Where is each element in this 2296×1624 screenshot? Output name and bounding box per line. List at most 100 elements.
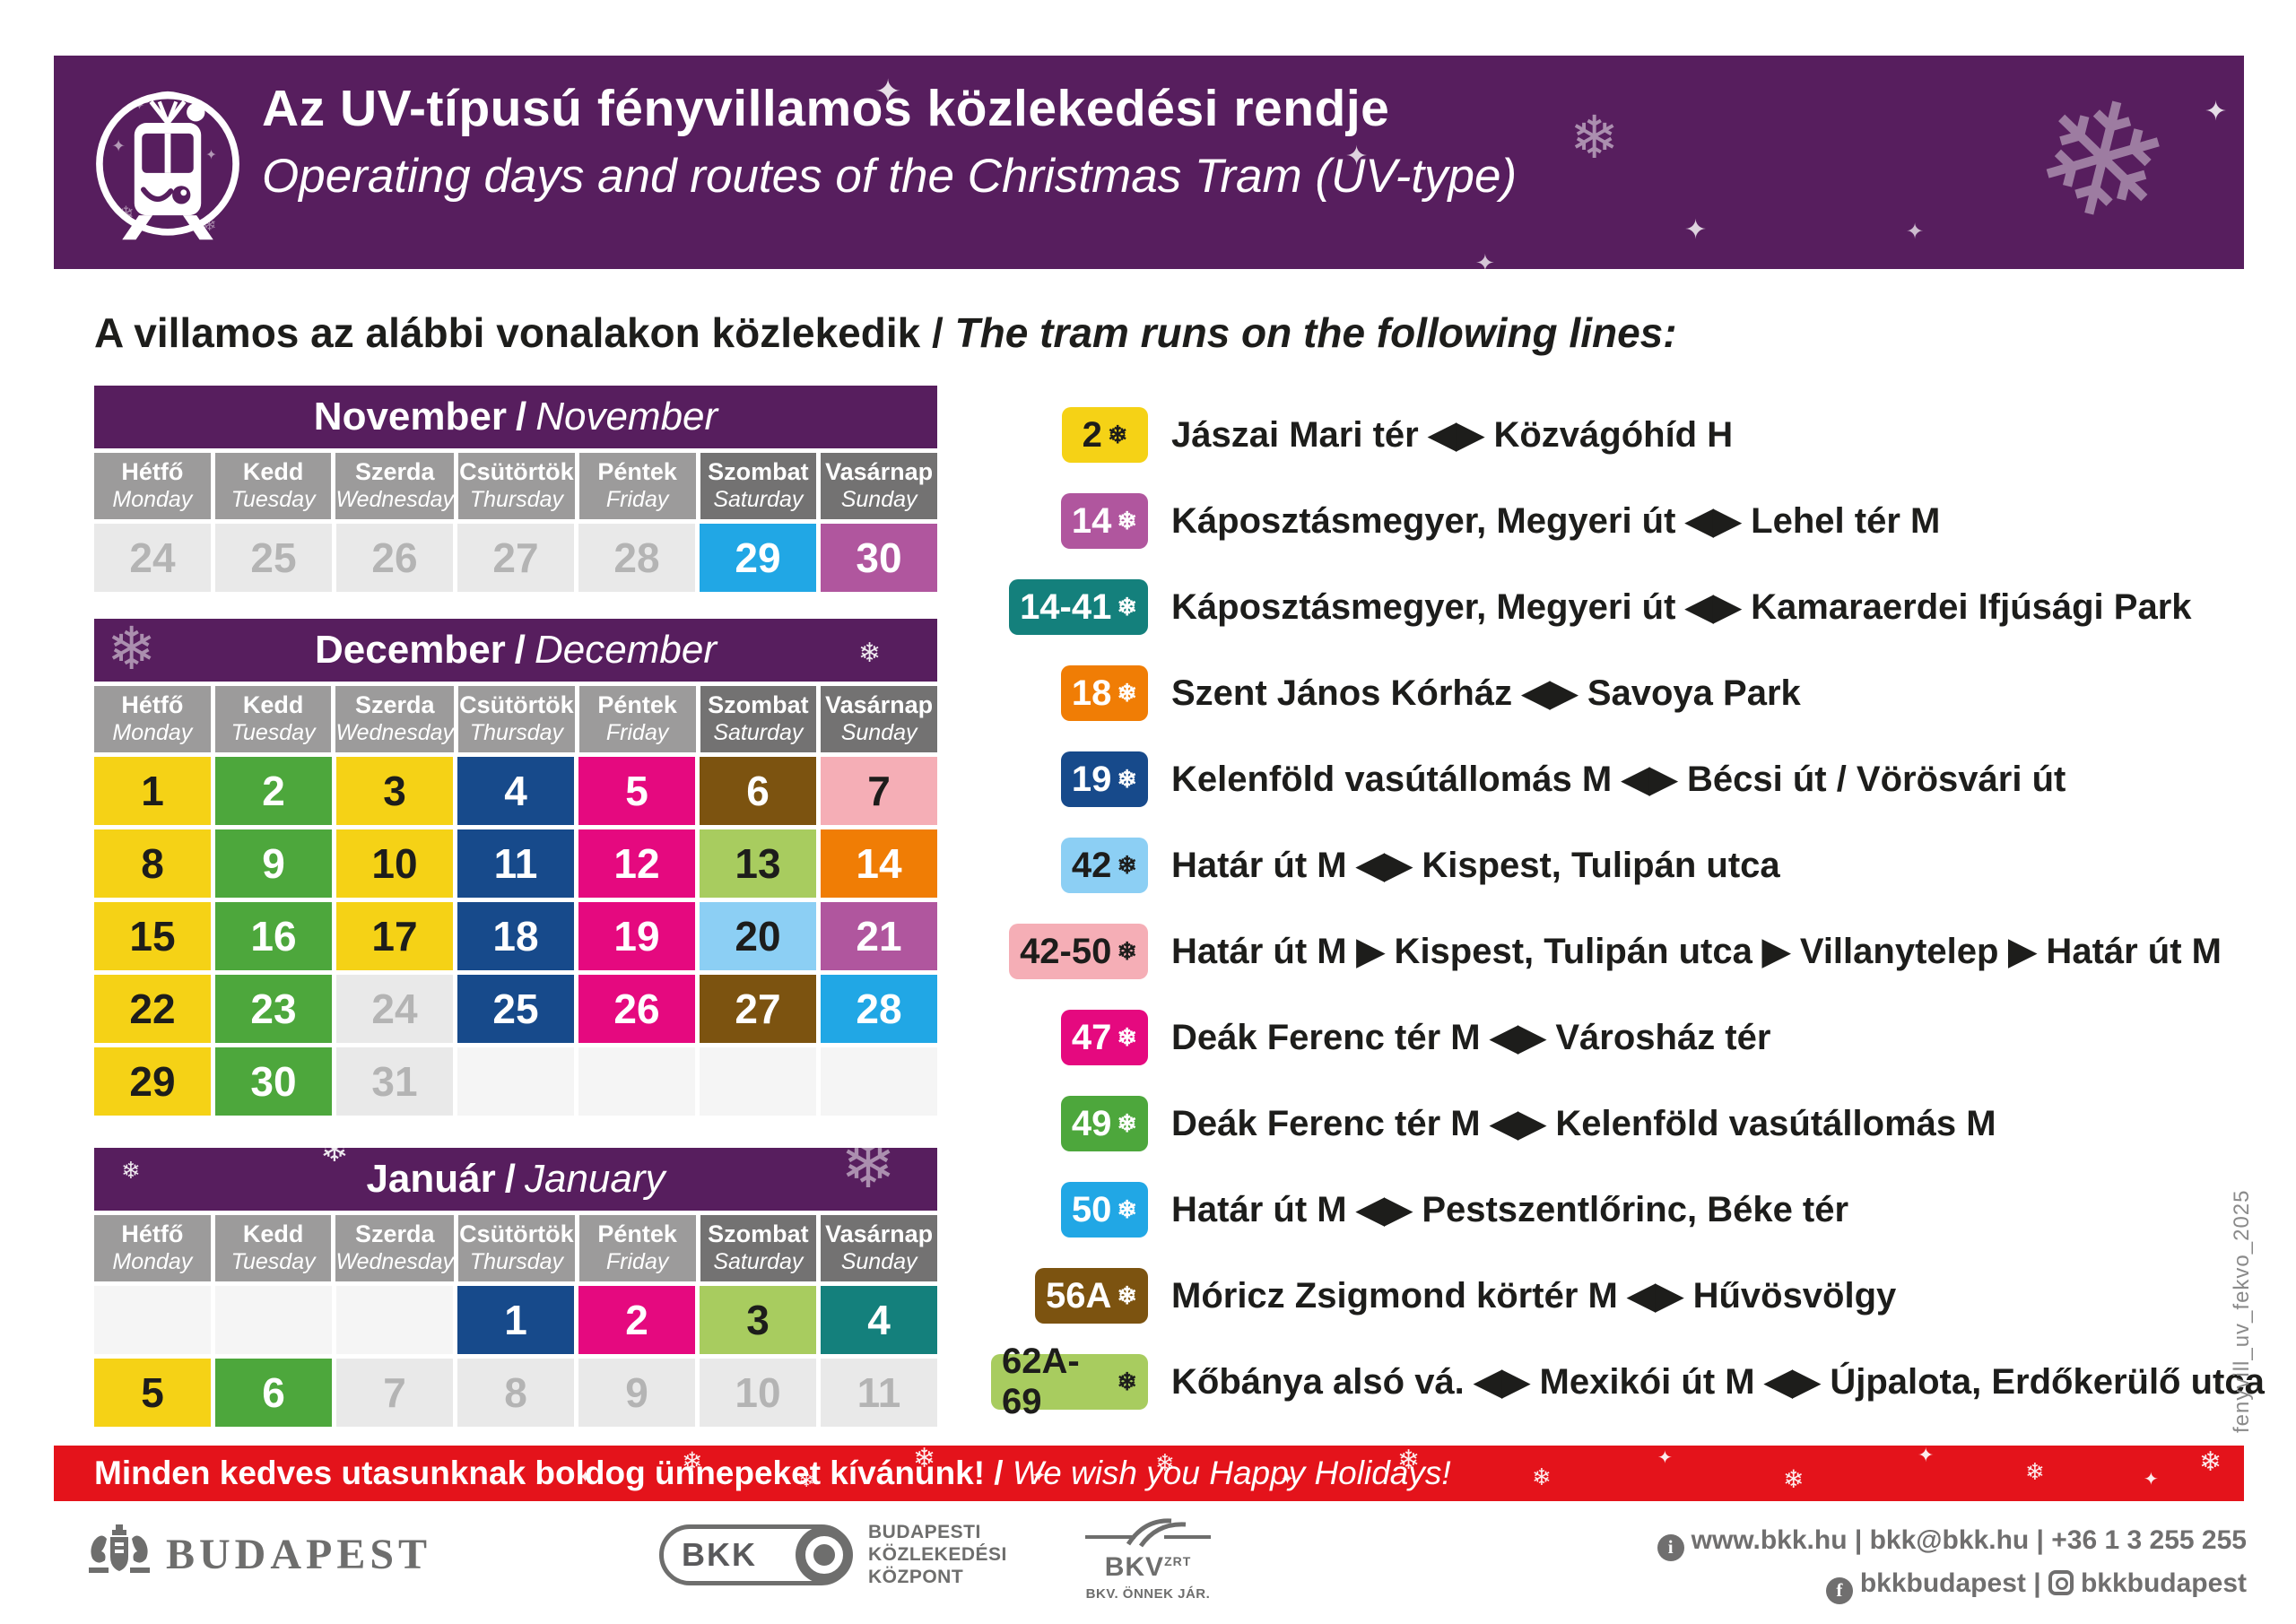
route-description: Kelenföld vasútállomás M ◀▶ Bécsi út / V… [1171,760,2066,799]
weekday-english: Tuesday [230,1249,316,1275]
calendar-day-cell: 24 [336,975,453,1043]
instagram-icon [2048,1570,2074,1595]
weekday-hungarian: Szombat [708,691,809,719]
calendar-title: November / November [94,386,937,448]
calendar-day-cell: 20 [700,902,816,970]
snowflake-icon: ❄ [1117,679,1137,707]
calendar-january: Január / January ❄ ❄ ❄ Hétfő Monday Kedd Tuesday S… [94,1132,937,1427]
calendar-day-cell: 28 [821,975,937,1043]
weekday-header-cell: Péntek Friday [578,453,696,519]
bkk-logo-text: BKK [682,1535,757,1573]
banner-separator: / [985,1455,1013,1491]
header-titles: Az UV-típusú fényvillamos közlekedési re… [262,79,1517,204]
calendar-title-hungarian: November [313,395,507,439]
section-title-separator: / [920,309,955,356]
weekday-english: Wednesday [335,1249,455,1275]
calendar-day-cell: 10 [700,1359,816,1427]
snowflake-icon: ❄ [2199,1447,2222,1477]
calendar-day-cell: 3 [336,757,453,825]
weekday-hungarian: Szombat [708,458,809,486]
weekday-hungarian: Vasárnap [825,1220,934,1248]
line-legend: 2 ❄ Jászai Mari tér ◀▶ Közvágóhíd H 14 ❄ Kápo… [991,392,2265,1425]
weekday-english: Tuesday [230,720,316,746]
calendar-day-cell: 13 [700,829,816,898]
calendar-day-cell: 8 [457,1359,574,1427]
weekday-header-cell: Péntek Friday [578,1215,696,1281]
legend-badge-column: 62A-69 ❄ [991,1342,1148,1421]
calendar-title-hungarian: December [315,628,506,672]
section-title-english: The tram runs on the following lines: [954,309,1677,356]
weekday-english: Sunday [840,1249,918,1275]
weekday-english: Saturday [713,1249,804,1275]
title-hungarian: Az UV-típusú fényvillamos közlekedési re… [262,80,1390,137]
contact-separator: | [2025,1568,2048,1598]
legend-item: 2 ❄ Jászai Mari tér ◀▶ Közvágóhíd H [991,392,2265,478]
calendar-day-cell [215,1286,332,1354]
snowflake-icon: ❄ [682,1447,703,1475]
calendar-day-cell: 27 [457,524,574,592]
weekday-hungarian: Kedd [242,691,304,719]
weekday-hungarian: Péntek [597,1220,677,1248]
legend-item: 47 ❄ Deák Ferenc tér M ◀▶ Városház tér [991,994,2265,1081]
snowflake-icon: ❄ [1107,421,1128,448]
calendar-week-row: 8 9 10 11 12 13 14 [94,829,937,898]
legend-badge-column: 49 ❄ [991,1096,1148,1151]
route-description: Kőbánya alsó vá. ◀▶ Mexikói út M ◀▶ Újpa… [1171,1362,2265,1402]
snowflake-icon: ❄ [2025,1458,2045,1485]
sparkle-icon: ✦ [1031,1466,1047,1486]
svg-text:✦: ✦ [135,99,145,112]
line-number: 56A [1045,1275,1112,1316]
sparkle-icon: ✦ [1918,1446,1935,1466]
line-number-badge: 18 ❄ [1060,665,1148,721]
route-description: Határ út M ◀▶ Pestszentlőrinc, Béke tér [1171,1190,1849,1229]
snowflake-icon: ❄ [1397,1446,1421,1475]
snowflake-icon: ❄ [1570,104,1620,170]
calendar-day-cell: 1 [457,1286,574,1354]
calendar-day-cell: 1 [94,757,211,825]
header-banner: ✦ ✦ ❄ ❄ ✦ Az UV-típusú fényvillamos közl… [54,56,2244,274]
weekday-header-cell: Szerda Wednesday [335,686,455,752]
snowflake-icon: ❄ [1117,851,1137,879]
title-english: Operating days and routes of the Christm… [262,150,1518,203]
calendar-day-cell: 6 [215,1359,332,1427]
snowflake-icon: ❄ [1117,1109,1137,1137]
bkk-caption-line3: KÖZPONT [868,1567,964,1588]
calendar-day-cell: 21 [821,902,937,970]
calendar-day-cell [700,1047,816,1116]
snowflake-icon: ❄ [1155,1449,1175,1476]
route-description: Jászai Mari tér ◀▶ Közvágóhíd H [1171,415,1734,455]
snowflake-icon: ❄ [798,1469,815,1491]
weekday-english: Sunday [840,720,918,746]
weekday-header-cell: Vasárnap Sunday [821,686,937,752]
christmas-tram-icon: ✦ ✦ ❄ ❄ ✦ [91,79,244,250]
route-description: Szent János Kórház ◀▶ Savoya Park [1171,673,1801,713]
calendar-day-cell: 26 [578,975,695,1043]
legend-badge-column: 14-41 ❄ [991,579,1148,635]
calendar-title: Január / January ❄ ❄ ❄ [94,1132,937,1211]
calendar-title-separator: / [504,1157,516,1201]
weekday-hungarian: Hétfő [121,1220,184,1248]
line-number: 42-50 [1020,931,1112,971]
weekday-english: Sunday [840,487,918,513]
line-number: 49 [1071,1103,1112,1143]
weekday-header-cell: Szombat Saturday [700,1215,817,1281]
sparkle-icon: ✦ [1475,249,1495,276]
legend-badge-column: 19 ❄ [991,751,1148,807]
legend-item: 50 ❄ Határ út M ◀▶ Pestszentlőrinc, Béke t… [991,1167,2265,1253]
sparkle-icon: ✦ [2205,97,2228,126]
snowflake-icon: ❄ [1117,593,1137,621]
section-title-hungarian: A villamos az alábbi vonalakon közlekedi… [94,309,921,356]
line-number: 14-41 [1020,586,1112,627]
weekday-hungarian: Hétfő [121,458,184,486]
snowflake-icon: ❄ [1117,1195,1137,1223]
calendar-day-cell: 9 [215,829,332,898]
weekday-header-row: Hétfő Monday Kedd Tuesday Szerda Wednesday Csü… [94,686,937,752]
calendar-day-cell: 23 [215,975,332,1043]
line-number: 47 [1071,1017,1112,1057]
calendar-week-row: 15 16 17 18 19 20 21 [94,902,937,970]
weekday-hungarian: Szerda [354,691,435,719]
calendar-day-cell: 30 [821,524,937,592]
calendar-title-hungarian: Január [366,1157,496,1201]
route-description: Deák Ferenc tér M ◀▶ Kelenföld vasútállo… [1171,1104,1996,1143]
svg-text:❄: ❄ [203,215,217,234]
